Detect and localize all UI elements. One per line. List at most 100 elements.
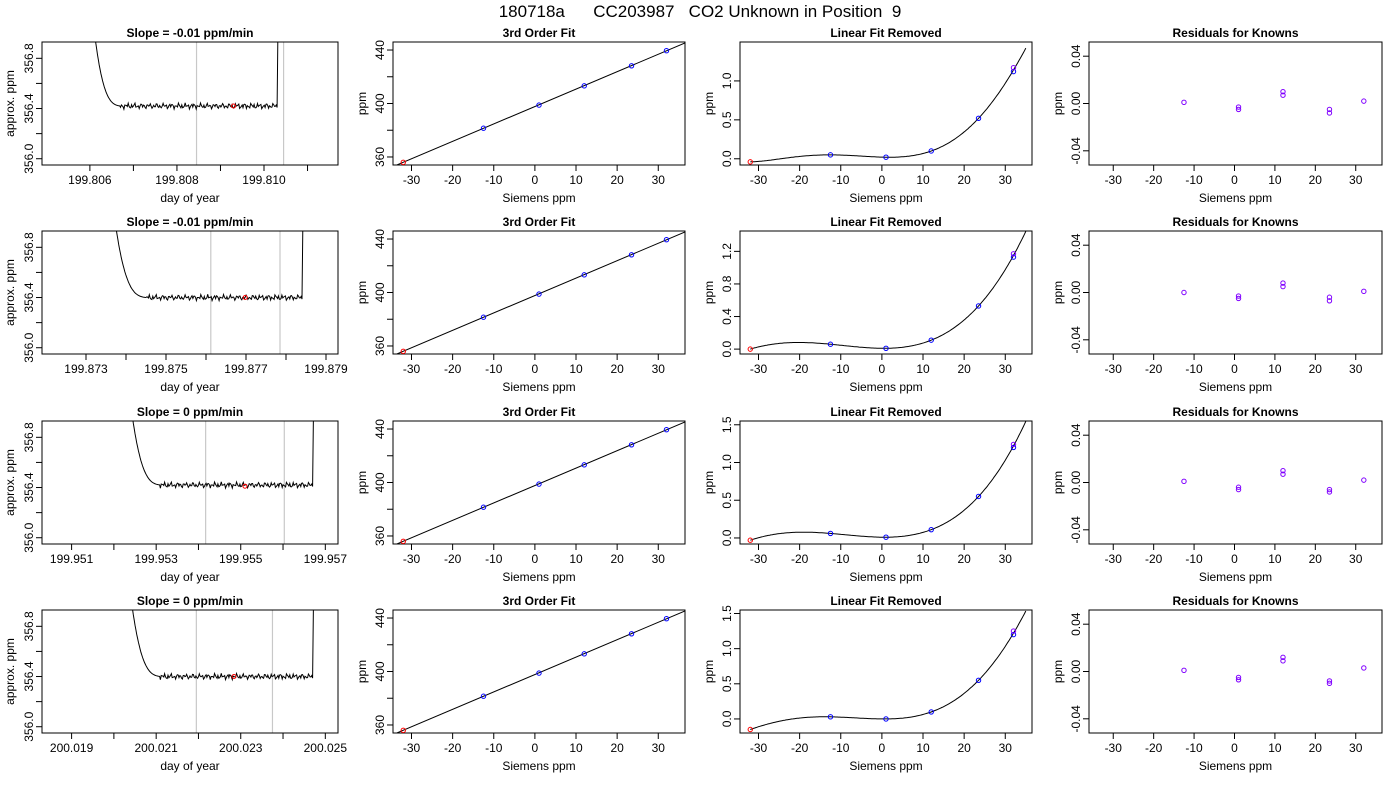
y-axis-label: ppm xyxy=(355,660,369,683)
x-axis-label: Siemens ppm xyxy=(1199,191,1272,205)
x-tick-label: -20 xyxy=(791,362,809,376)
x-tick-label: 0 xyxy=(532,741,539,755)
data-point xyxy=(1235,293,1242,299)
x-tick-label: -20 xyxy=(444,362,462,376)
y-axis-label: ppm xyxy=(1051,92,1065,115)
y-tick-label: 0.5 xyxy=(720,675,734,692)
data-point xyxy=(628,63,635,69)
y-axis-label: ppm xyxy=(702,660,716,683)
data-point xyxy=(536,670,542,676)
chart-title: 3rd Order Fit xyxy=(503,594,576,608)
y-tick-label: 356.0 xyxy=(22,711,36,741)
plot-frame xyxy=(41,41,339,166)
x-axis-label: Siemens ppm xyxy=(849,191,922,205)
plot-frame xyxy=(392,41,686,166)
chart-title: Linear Fit Removed xyxy=(830,26,941,40)
x-tick-label: 10 xyxy=(916,173,930,187)
x-axis-label: Siemens ppm xyxy=(502,191,575,205)
plot-frame xyxy=(41,420,339,545)
data-point xyxy=(536,481,542,487)
x-axis-label: day of year xyxy=(160,570,219,584)
plot-area xyxy=(747,47,1027,165)
data-point xyxy=(663,47,670,54)
y-tick-label: 400 xyxy=(373,472,387,492)
x-tick-label: 199.879 xyxy=(304,362,348,376)
x-tick-label: 199.877 xyxy=(224,362,268,376)
y-axis-label: approx. ppm xyxy=(3,70,17,137)
data-point xyxy=(1280,92,1286,98)
data-point xyxy=(928,337,934,343)
data-point xyxy=(480,693,487,699)
x-tick-label: 30 xyxy=(652,741,666,755)
y-axis-label: ppm xyxy=(702,281,716,304)
plot-area xyxy=(395,42,685,165)
x-axis-label: Siemens ppm xyxy=(1199,570,1272,584)
chart-panel-r4-c1: Slope = 0 ppm/min 200.019 200.021 200.023 20… xyxy=(3,594,347,773)
x-tick-label: 0 xyxy=(879,173,886,187)
plot-area xyxy=(747,231,1027,352)
y-tick-label: 0.5 xyxy=(720,111,734,128)
x-tick-label: 200.021 xyxy=(134,741,178,755)
y-tick-label: 356.4 xyxy=(22,282,36,312)
x-tick-label: 199.953 xyxy=(134,552,178,566)
x-tick-label: 20 xyxy=(957,552,971,566)
data-point xyxy=(1326,294,1333,300)
x-tick-label: 200.023 xyxy=(219,741,263,755)
cubic-fit-curve xyxy=(750,610,1027,730)
y-tick-label: 356.0 xyxy=(22,522,36,552)
data-point xyxy=(747,726,753,733)
x-tick-label: 199.873 xyxy=(64,362,108,376)
data-point xyxy=(536,102,542,108)
data-point xyxy=(1326,678,1333,684)
data-point xyxy=(1280,654,1286,661)
data-trace-line xyxy=(132,421,314,491)
x-tick-label: 30 xyxy=(1349,362,1363,376)
x-tick-label: -20 xyxy=(791,173,809,187)
y-tick-label: 0.00 xyxy=(1069,91,1083,115)
y-tick-label: 1.5 xyxy=(720,416,734,433)
x-tick-label: 0 xyxy=(532,552,539,566)
data-point xyxy=(1326,680,1333,687)
x-tick-label: 0 xyxy=(532,362,539,376)
data-point xyxy=(1235,677,1242,683)
x-tick-label: -30 xyxy=(403,173,421,187)
y-tick-label: 356.4 xyxy=(22,661,36,691)
x-tick-label: -10 xyxy=(485,173,503,187)
data-point xyxy=(1361,665,1367,671)
chart-title: 3rd Order Fit xyxy=(503,26,576,40)
x-tick-label: 20 xyxy=(610,173,624,187)
data-point xyxy=(1010,64,1017,71)
y-tick-label: 0.04 xyxy=(1069,233,1083,257)
y-tick-label: 356.8 xyxy=(22,422,36,452)
y-axis-label: ppm xyxy=(355,471,369,494)
data-point xyxy=(747,346,753,352)
x-axis-label: Siemens ppm xyxy=(1199,380,1272,394)
x-tick-label: 30 xyxy=(652,173,666,187)
plot-area xyxy=(747,421,1027,543)
y-tick-label: 1.0 xyxy=(720,72,734,89)
data-point xyxy=(1010,68,1017,75)
cubic-fit-curve xyxy=(750,47,1027,163)
data-point xyxy=(1181,99,1187,106)
x-axis-label: day of year xyxy=(160,759,219,773)
data-point xyxy=(1280,283,1286,290)
y-tick-label: 356.0 xyxy=(22,143,36,173)
y-tick-label: 360 xyxy=(373,526,387,546)
chart-panel-r1-c1: Slope = -0.01 ppm/min 199.806 199.808 199.8… xyxy=(3,26,339,205)
data-point xyxy=(1010,444,1017,451)
data-point xyxy=(663,236,670,243)
chart-panel-r4-c3: Linear Fit Removed -30 -20 -10 0 10 20 30 0.0 0.5… xyxy=(702,594,1033,773)
data-point xyxy=(1010,441,1017,448)
x-tick-label: 30 xyxy=(999,552,1013,566)
y-tick-label: 0.0 xyxy=(720,529,734,546)
y-tick-label: 440 xyxy=(373,40,387,60)
y-tick-label: 440 xyxy=(373,419,387,439)
data-point xyxy=(1280,471,1286,477)
x-tick-label: -20 xyxy=(1145,362,1163,376)
x-tick-label: -20 xyxy=(1145,173,1163,187)
x-tick-label: -20 xyxy=(1145,741,1163,755)
x-tick-label: -30 xyxy=(750,173,768,187)
x-tick-label: 10 xyxy=(916,552,930,566)
y-tick-label: 356.8 xyxy=(22,232,36,262)
x-tick-label: 10 xyxy=(569,552,583,566)
